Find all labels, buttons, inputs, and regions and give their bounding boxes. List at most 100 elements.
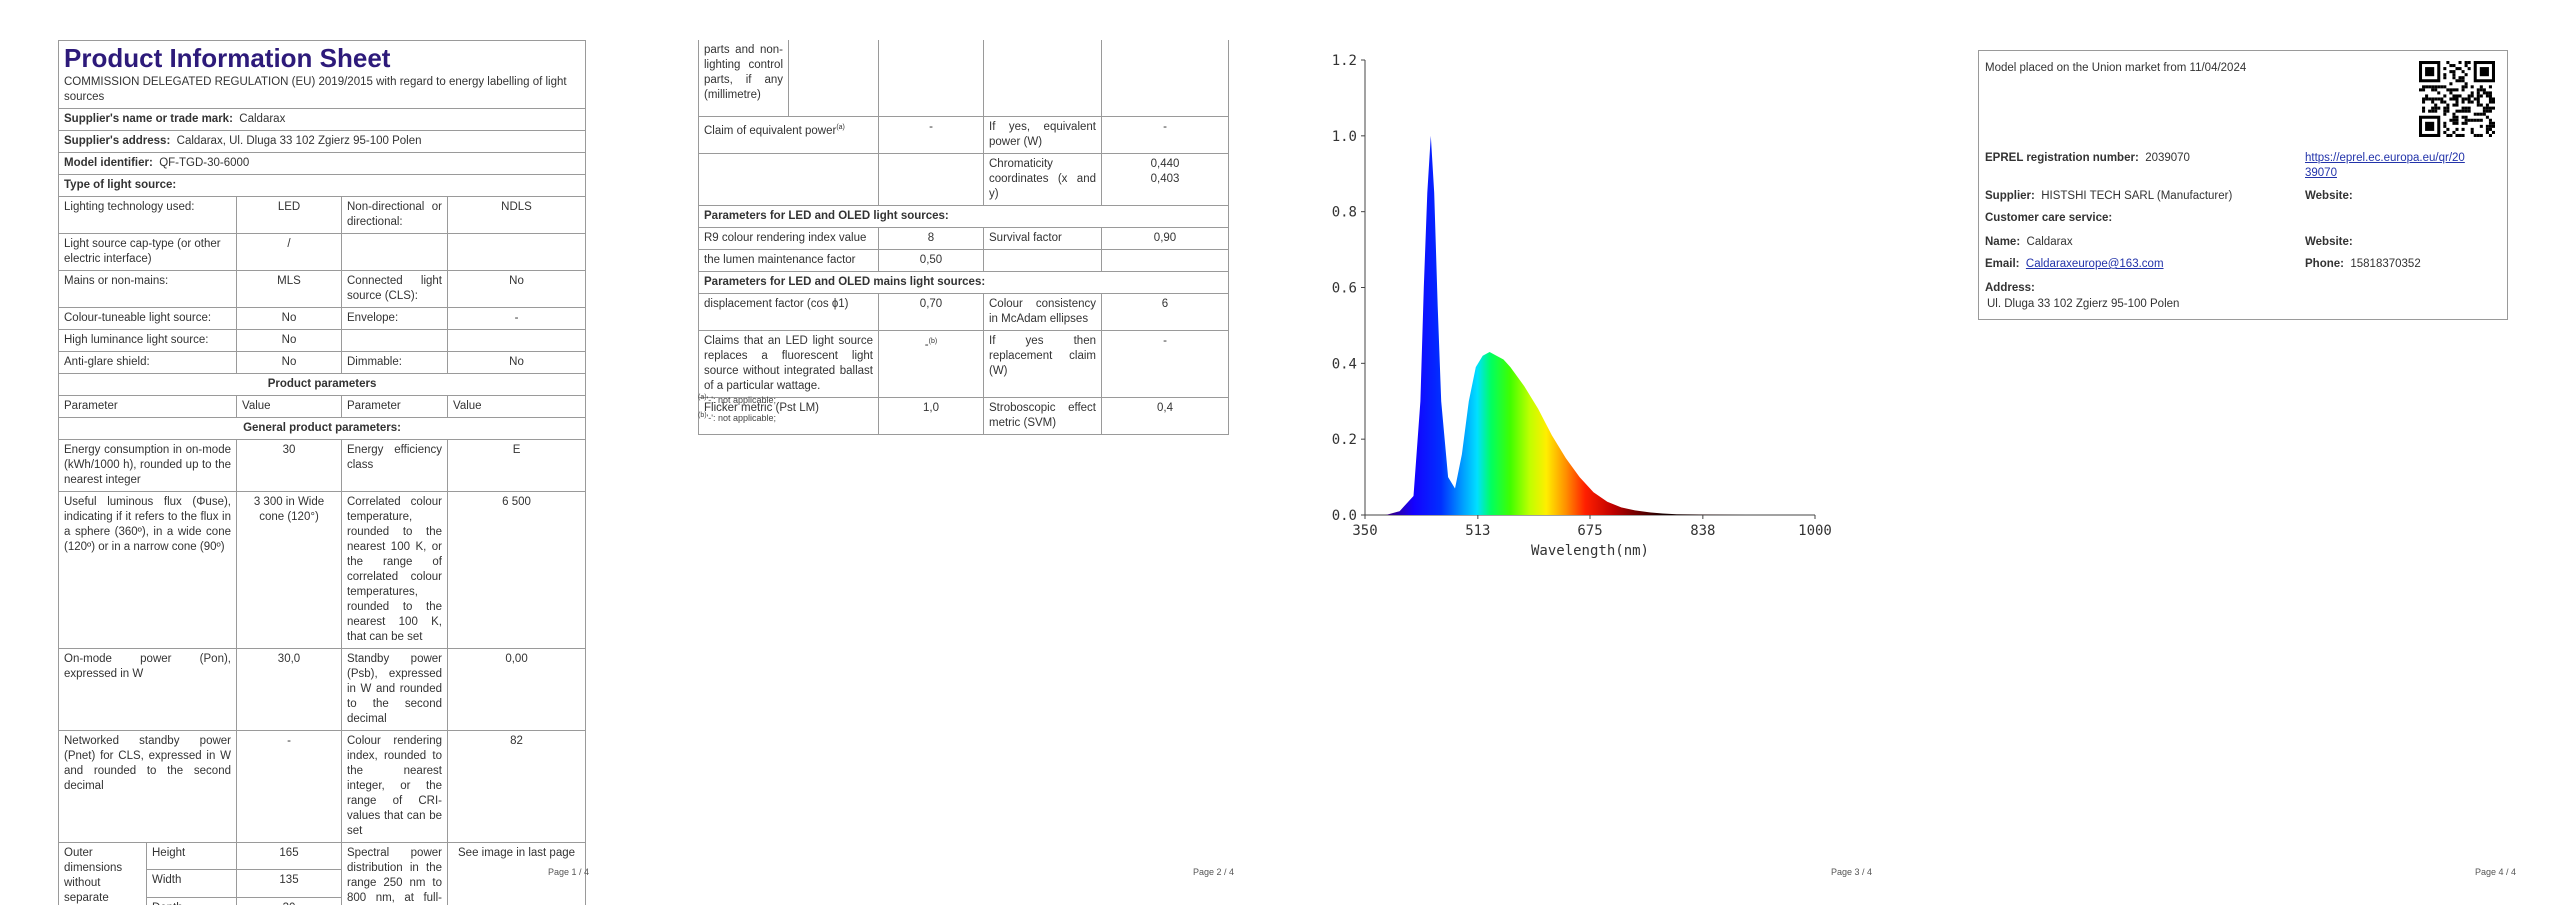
eprel-link[interactable]: https://eprel.ec.europa.eu/qr/20 39070 — [2305, 151, 2465, 181]
dim-value-height: 165 — [236, 841, 342, 871]
type-label: Mains or non-mains: — [58, 270, 237, 308]
param-value: 6 — [1101, 292, 1229, 331]
type-label: Anti-glare shield: — [58, 351, 237, 374]
dimensions-label-continued: parts and non-lighting control parts, if… — [698, 40, 789, 117]
address-value: Ul. Dluga 33 102 Zgierz 95-100 Polen — [1987, 298, 2180, 310]
param-value: 0,00 — [446, 648, 587, 731]
supplier-name-row: Supplier's name or trade mark: Caldarax — [57, 108, 587, 131]
y-tick-label: 0.6 — [1332, 281, 1357, 297]
type-label: Dimmable: — [341, 351, 448, 374]
eprel-link-line1[interactable]: https://eprel.ec.europa.eu/qr/20 — [2305, 152, 2465, 164]
footnote-a-text: '-': not applicable; — [706, 395, 777, 405]
email-label: Email: — [1985, 258, 2020, 270]
qr-code-icon — [2419, 61, 2495, 137]
chart-ticks: 0.0 0.2 0.4 0.6 0.8 1.0 1.2 350 513 675 838 1000 — [1332, 53, 1832, 539]
general-params-heading: General product parameters: — [57, 417, 587, 440]
type-label: Envelope: — [341, 307, 448, 330]
empty-cell — [698, 152, 879, 206]
param-label: Colour consistency in McAdam ellipses — [983, 292, 1102, 331]
spectrum-area — [1365, 135, 1815, 516]
param-label: Useful luminous flux (Φuse), indicating … — [58, 491, 237, 649]
spd-value: See image in last page — [446, 842, 587, 905]
param-value: 8 — [878, 226, 984, 250]
type-label: Non-directional or directional: — [341, 196, 448, 234]
dim-label-height: Height — [146, 841, 237, 871]
param-value: 0,90 — [1101, 226, 1229, 250]
empty-cell — [878, 152, 984, 206]
spectrum-area-group — [1365, 135, 1815, 516]
page-number: Page 2 / 4 — [1193, 867, 1235, 877]
param-label: Stroboscopic effect metric (SVM) — [983, 396, 1102, 435]
y-tick-label: 1.0 — [1332, 129, 1357, 145]
param-label: displacement factor (cos ϕ1) — [698, 292, 879, 331]
param-label: Standby power (Psb), expressed in W and … — [341, 648, 448, 731]
param-label: Colour rendering index, rounded to the n… — [341, 730, 448, 843]
x-tick-label: 513 — [1465, 523, 1490, 539]
name-label: Name: — [1985, 236, 2021, 248]
type-value: NDLS — [446, 196, 587, 234]
type-value — [446, 233, 587, 271]
address-label: Address: — [1985, 282, 2035, 294]
type-value: No — [236, 329, 342, 352]
supplier-info-box: Model placed on the Union market from 11… — [1978, 50, 2508, 320]
page-1: Product Information Sheet COMMISSION DEL… — [0, 0, 640, 905]
chroma-values: 0,440 0,403 — [1101, 152, 1229, 206]
type-value: No — [236, 351, 342, 374]
supplier-label: Supplier: — [1985, 190, 2035, 202]
param-value: 82 — [446, 730, 587, 843]
param-value: 30,0 — [236, 648, 342, 731]
website2-label: Website: — [2305, 236, 2353, 248]
type-label — [341, 233, 448, 271]
param-value: 6 500 — [446, 491, 587, 649]
placed-on-market: Model placed on the Union market from 11… — [1985, 62, 2247, 74]
sheet-title: Product Information Sheet — [57, 40, 587, 73]
dim-label-depth: Depth — [146, 896, 237, 905]
param-value: - — [878, 115, 984, 154]
email-link[interactable]: Caldaraxeurope@163.com — [2025, 258, 2164, 270]
page-4: Model placed on the Union market from 11… — [1920, 0, 2560, 905]
spectral-distribution-chart: 0.0 0.2 0.4 0.6 0.8 1.0 1.2 350 513 675 838 1000 Wa… — [1332, 53, 1832, 559]
phone-label: Phone: — [2305, 258, 2344, 270]
type-value: MLS — [236, 270, 342, 308]
y-tick-label: 0.8 — [1332, 205, 1357, 221]
model-value: QF-TGD-30-6000 — [159, 157, 250, 169]
model-row: Model identifier: QF-TGD-30-6000 — [57, 152, 587, 175]
param-label: R9 colour rendering index value — [698, 226, 879, 250]
col-header-parameter: Parameter — [341, 395, 448, 418]
y-tick-label: 0.2 — [1332, 432, 1357, 448]
y-tick-label: 0.4 — [1332, 356, 1357, 372]
page-number: Page 4 / 4 — [2475, 867, 2517, 877]
col-header-value: Value — [236, 395, 342, 418]
x-tick-label: 675 — [1577, 523, 1602, 539]
x-tick-label: 838 — [1690, 523, 1715, 539]
param-label: Survival factor — [983, 226, 1102, 250]
dim-value-depth: 30 — [236, 896, 342, 905]
page-2: parts and non-lighting control parts, if… — [640, 0, 1280, 905]
footnotes: (a)'-': not applicable; (b)'-': not appl… — [698, 390, 776, 426]
empty-cell — [1101, 40, 1229, 117]
page-3: 0.0 0.2 0.4 0.6 0.8 1.0 1.2 350 513 675 838 1000 Wa… — [1280, 0, 1920, 905]
type-value — [446, 329, 587, 352]
claims-value: - — [924, 338, 929, 351]
param-value: 3 300 in Wide cone (120°) — [236, 491, 342, 649]
product-info-table: Product Information Sheet COMMISSION DEL… — [57, 40, 587, 905]
type-label: High luminance light source: — [58, 329, 237, 352]
eprel-value: 2039070 — [2145, 152, 2190, 164]
dim-label-width: Width — [146, 869, 237, 898]
param-label: If yes, equivalent power (W) — [983, 115, 1102, 154]
website-label: Website: — [2305, 190, 2353, 202]
phone-value: 15818370352 — [2350, 258, 2421, 270]
footnote-b: (b)'-': not applicable; — [698, 412, 777, 423]
param-label: Claims that an LED light source replaces… — [698, 329, 879, 398]
page-number: Page 1 / 4 — [548, 867, 590, 877]
sheet-subtitle: COMMISSION DELEGATED REGULATION (EU) 201… — [57, 73, 587, 109]
eprel-row: EPREL registration number: 2039070 — [1985, 151, 2190, 166]
eprel-link-line2[interactable]: 39070 — [2305, 167, 2337, 179]
y-tick-label: 1.2 — [1332, 53, 1357, 69]
footnote-b-text: '-': not applicable; — [706, 413, 777, 423]
supplier-address-value: Caldarax, Ul. Dluga 33 102 Zgierz 95-100… — [176, 135, 422, 147]
supplier-address-label: Supplier's address: — [64, 135, 171, 147]
customer-care-heading: Customer care service: — [1985, 212, 2113, 224]
param-value: - — [1101, 329, 1229, 398]
model-label: Model identifier: — [64, 157, 153, 169]
